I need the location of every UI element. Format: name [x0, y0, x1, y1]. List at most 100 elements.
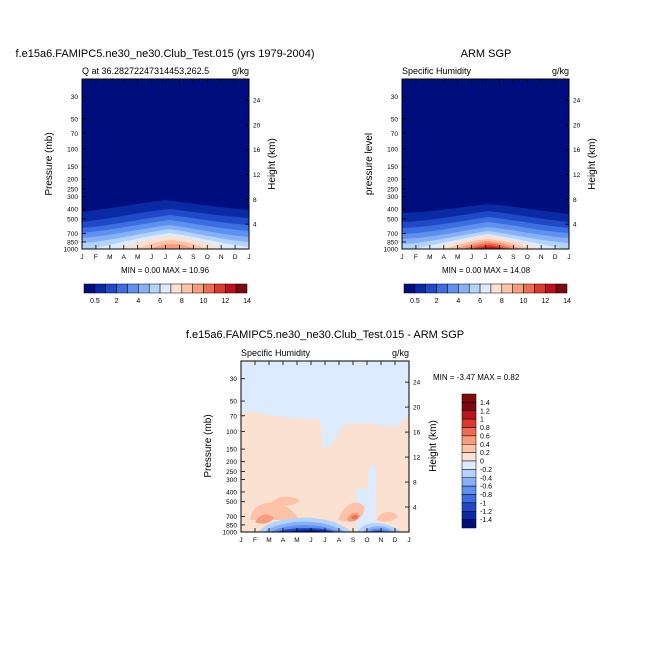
diff-height-tick-label: 12	[413, 455, 421, 462]
diff-ylabel-right: Height (km)	[428, 420, 439, 472]
colorbar-swatch	[461, 427, 477, 437]
colorbar-label: 1.4	[480, 400, 490, 407]
colorbar-label: -0.8	[480, 492, 492, 499]
colorbar-swatch	[501, 283, 513, 294]
colorbar-swatch	[94, 283, 106, 294]
diff-minmax: MIN = -3.47 MAX = 0.82	[433, 373, 520, 382]
diff-month-label: J	[407, 537, 410, 544]
model-pressure-tick-label: 500	[67, 216, 78, 223]
colorbar-swatch	[461, 511, 477, 520]
obs-month-label: S	[511, 254, 516, 261]
obs-subtitle-left: Specific Humidity	[402, 66, 472, 76]
obs-pressure-tick-label: 1000	[384, 247, 399, 254]
diff-height-tick-label: 4	[413, 505, 417, 512]
diff-pressure-tick-label: 850	[226, 522, 237, 529]
diff-month-label: D	[393, 537, 398, 544]
obs-month-label: A	[497, 254, 502, 261]
obs-ylabel-right: Height (km)	[587, 138, 598, 190]
obs-month-label: J	[567, 254, 570, 261]
diff-month-label: A	[281, 537, 286, 544]
colorbar-swatch	[436, 283, 448, 294]
obs-pressure-tick-label: 200	[387, 177, 398, 184]
obs-pressure-tick-label: 100	[387, 146, 398, 153]
colorbar-label: -1	[480, 500, 486, 507]
obs-month-label: M	[455, 254, 460, 261]
diff-ylabel: Pressure (mb)	[203, 414, 214, 477]
diff-month-label: S	[351, 537, 356, 544]
model-month-label: M	[135, 254, 140, 261]
model-subtitle-right: g/kg	[232, 66, 249, 76]
colorbar-label: 8	[180, 298, 184, 305]
diff-month-label: J	[323, 537, 326, 544]
diff-pressure-tick-label: 50	[230, 399, 238, 406]
colorbar-swatch	[461, 435, 477, 445]
model-pressure-tick-label: 700	[67, 231, 78, 238]
obs-height-tick-label: 12	[573, 172, 581, 179]
obs-month-label: M	[427, 254, 432, 261]
colorbar-label: 14	[563, 298, 571, 305]
colorbar-swatch	[461, 502, 477, 512]
obs-subtitle-right: g/kg	[552, 66, 569, 76]
colorbar-swatch	[523, 283, 535, 294]
model-month-label: A	[122, 254, 127, 261]
model-height-tick-label: 8	[253, 197, 257, 204]
colorbar-swatch	[479, 283, 492, 294]
obs-month-label: D	[553, 254, 558, 261]
obs-colorbar: 0.5 2 4 6 8 10 12 14	[403, 283, 571, 305]
colorbar-swatch	[116, 283, 128, 294]
diff-month-label: O	[364, 537, 369, 544]
obs-field	[402, 79, 569, 249]
obs-month-label: O	[525, 254, 530, 261]
colorbar-label: 12	[221, 298, 229, 305]
model-pressure-tick-label: 150	[67, 164, 78, 171]
colorbar-label: 0.4	[480, 442, 490, 449]
colorbar-swatch	[461, 485, 477, 495]
colorbar-swatch	[461, 402, 477, 411]
model-height-tick-label: 16	[253, 147, 261, 154]
colorbar-swatch	[461, 444, 477, 453]
model-month-label: D	[233, 254, 238, 261]
colorbar-swatch	[461, 460, 477, 470]
model-month-label: J	[80, 254, 83, 261]
colorbar-swatch	[468, 283, 481, 294]
obs-panel: ARM SGP Specific Humidity g/kg 305070100…	[364, 48, 598, 305]
model-pressure-tick-label: 30	[71, 94, 79, 101]
diff-pressure-tick-label: 400	[226, 489, 237, 496]
colorbar-swatch	[461, 418, 477, 428]
colorbar-label: 8	[500, 298, 504, 305]
colorbar-label: 0.8	[480, 425, 490, 432]
model-subtitle-left: Q at 36.28272247314453,262.5	[82, 66, 209, 76]
model-pressure-tick-label: 300	[67, 194, 78, 201]
colorbar-label: -1.2	[480, 509, 492, 516]
diff-month-label: M	[294, 537, 299, 544]
colorbar-swatch	[425, 283, 437, 294]
colorbar-swatch	[545, 283, 557, 294]
model-month-label: F	[94, 254, 98, 261]
colorbar-label: -0.4	[480, 475, 492, 482]
colorbar-swatch	[490, 283, 503, 294]
obs-pressure-tick-label: 70	[391, 131, 399, 138]
colorbar-swatch	[414, 283, 426, 294]
colorbar-swatch	[127, 283, 139, 294]
diff-pressure-tick-label: 30	[230, 376, 238, 383]
colorbar-swatch	[461, 519, 477, 529]
colorbar-swatch	[461, 410, 477, 420]
colorbar-label: 4	[456, 298, 460, 305]
obs-title: ARM SGP	[461, 48, 512, 60]
diff-month-label: J	[309, 537, 312, 544]
diff-panel: f.e15a6.FAMIPC5.ne30_ne30.Club_Test.015 …	[186, 329, 520, 544]
colorbar-swatch	[203, 283, 215, 294]
model-height-tick-label: 20	[253, 122, 261, 129]
obs-month-label: N	[539, 254, 544, 261]
obs-pressure-tick-label: 50	[391, 116, 399, 123]
diff-subtitle-left: Specific Humidity	[241, 348, 311, 358]
colorbar-swatch	[159, 283, 172, 294]
diff-height-tick-label: 16	[413, 430, 421, 437]
colorbar-label: -0.6	[480, 484, 492, 491]
colorbar-label: 1	[480, 417, 484, 424]
colorbar-swatch	[461, 452, 477, 462]
colorbar-swatch	[170, 283, 183, 294]
model-pressure-tick-label: 100	[67, 146, 78, 153]
obs-month-label: J	[470, 254, 473, 261]
model-height-tick-label: 4	[253, 222, 257, 229]
